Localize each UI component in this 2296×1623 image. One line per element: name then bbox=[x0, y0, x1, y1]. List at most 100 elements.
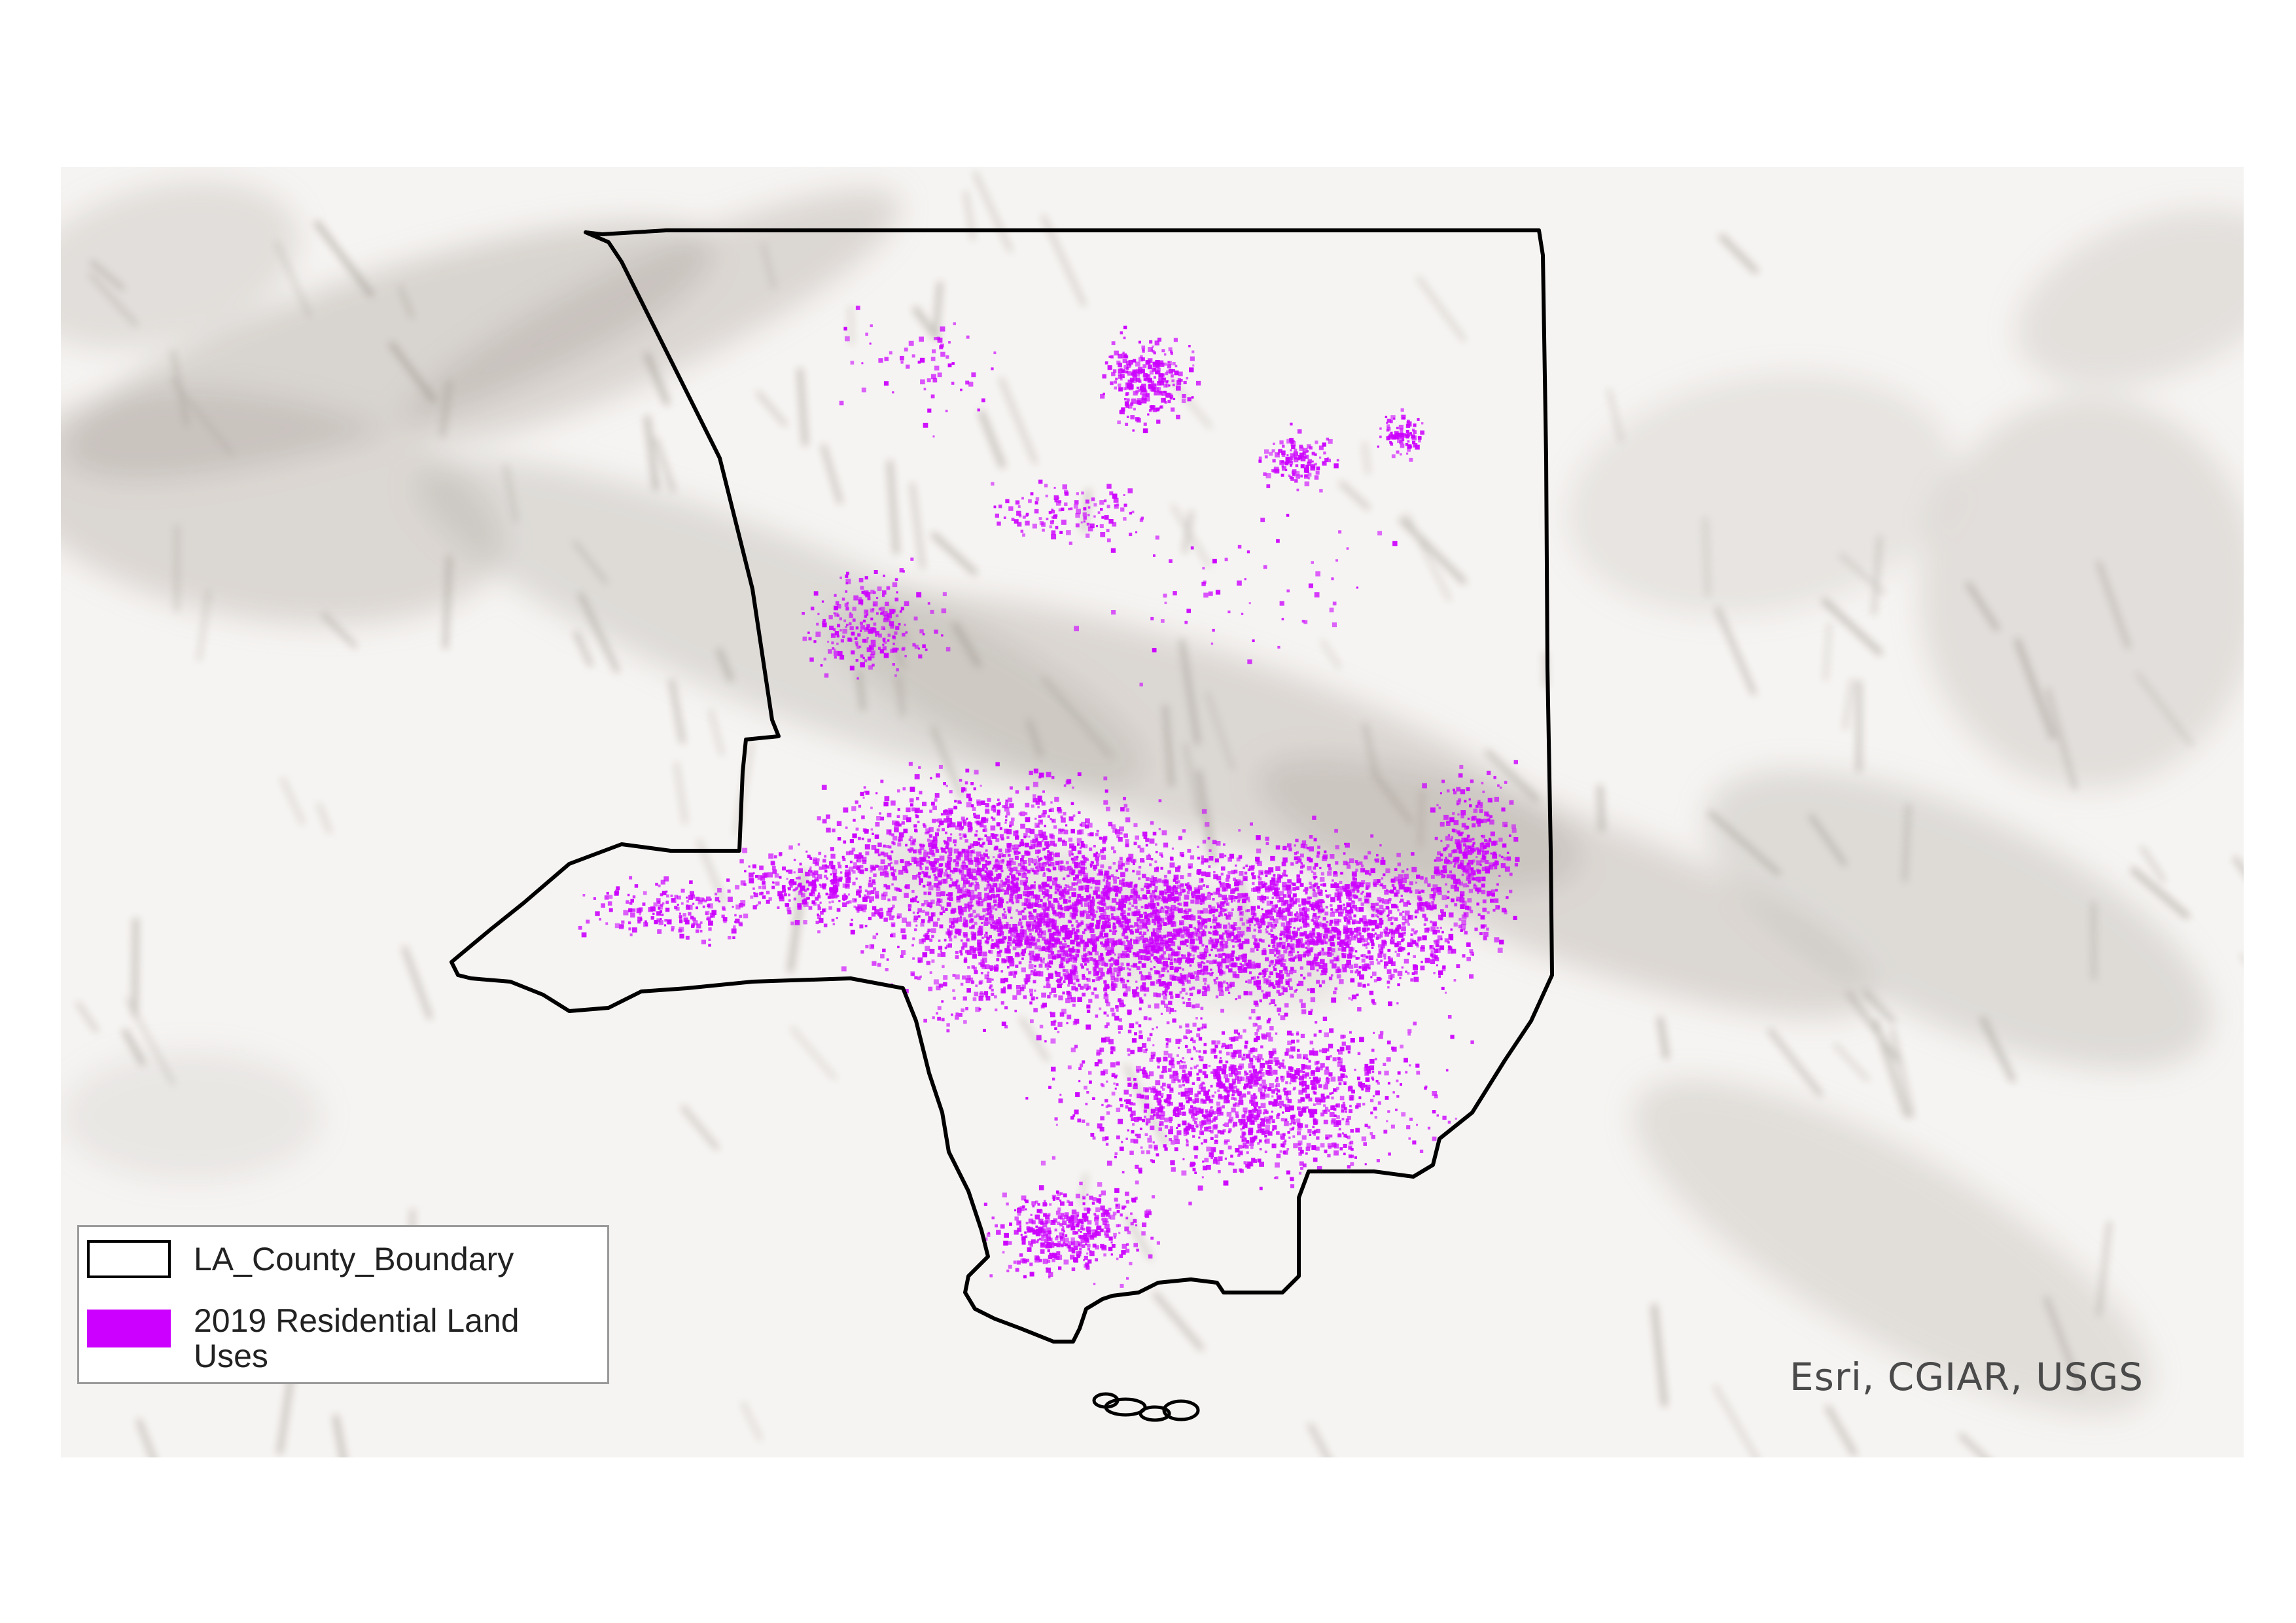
residential-parcel bbox=[1169, 974, 1175, 980]
residential-parcel bbox=[1370, 834, 1374, 838]
residential-parcel bbox=[1006, 921, 1009, 925]
residential-parcel bbox=[1023, 902, 1028, 906]
residential-parcel bbox=[991, 943, 995, 947]
residential-parcel bbox=[1346, 861, 1350, 866]
residential-parcel bbox=[911, 889, 915, 893]
residential-parcel bbox=[850, 929, 855, 935]
residential-parcel bbox=[1011, 901, 1014, 904]
residential-parcel bbox=[1120, 924, 1123, 928]
residential-parcel bbox=[1404, 910, 1410, 916]
residential-parcel bbox=[1138, 877, 1141, 880]
residential-parcel bbox=[1063, 950, 1069, 955]
residential-parcel bbox=[996, 874, 1002, 880]
terrain-ridge bbox=[1715, 607, 1756, 696]
residential-parcel bbox=[1133, 952, 1136, 955]
residential-parcel bbox=[1106, 1014, 1109, 1017]
residential-parcel bbox=[1256, 835, 1261, 840]
residential-parcel bbox=[1367, 927, 1370, 931]
residential-parcel bbox=[1286, 942, 1290, 946]
residential-parcel bbox=[1163, 874, 1167, 878]
residential-parcel bbox=[1071, 853, 1074, 856]
residential-parcel bbox=[1076, 897, 1079, 899]
residential-parcel bbox=[1337, 947, 1341, 951]
residential-parcel bbox=[1242, 1126, 1245, 1130]
residential-parcel bbox=[1167, 870, 1171, 874]
residential-parcel bbox=[1045, 977, 1050, 982]
residential-parcel bbox=[1163, 881, 1169, 887]
residential-parcel bbox=[1372, 909, 1375, 912]
residential-parcel bbox=[1289, 945, 1293, 949]
residential-parcel bbox=[1351, 901, 1356, 905]
residential-parcel bbox=[959, 826, 963, 830]
residential-parcel bbox=[1028, 857, 1033, 863]
residential-parcel bbox=[1156, 903, 1159, 906]
residential-parcel bbox=[997, 952, 1002, 957]
residential-parcel bbox=[1315, 961, 1320, 967]
residential-parcel bbox=[1107, 968, 1113, 974]
residential-parcel bbox=[1103, 1011, 1107, 1015]
residential-parcel bbox=[947, 824, 951, 827]
residential-parcel bbox=[1174, 933, 1177, 936]
residential-parcel bbox=[1015, 835, 1019, 840]
residential-parcel bbox=[1233, 935, 1238, 940]
residential-parcel bbox=[968, 868, 970, 871]
residential-parcel bbox=[1146, 855, 1152, 860]
residential-parcel bbox=[1378, 948, 1384, 954]
residential-parcel bbox=[1243, 1054, 1246, 1057]
residential-parcel bbox=[1032, 923, 1035, 927]
residential-parcel bbox=[1083, 872, 1089, 878]
residential-parcel bbox=[952, 989, 955, 992]
map-view[interactable] bbox=[61, 167, 2244, 1457]
residential-parcel bbox=[1373, 1002, 1377, 1005]
residential-parcel bbox=[1277, 900, 1280, 903]
residential-parcel bbox=[860, 791, 864, 796]
residential-parcel bbox=[1021, 873, 1027, 878]
residential-parcel bbox=[1068, 991, 1072, 996]
residential-parcel bbox=[1310, 947, 1314, 950]
residential-parcel bbox=[1044, 855, 1047, 859]
residential-parcel bbox=[902, 935, 907, 940]
residential-parcel bbox=[970, 827, 973, 830]
residential-parcel bbox=[1403, 902, 1408, 907]
residential-parcel bbox=[1092, 967, 1097, 971]
residential-parcel bbox=[1195, 931, 1198, 935]
residential-parcel bbox=[945, 908, 948, 911]
residential-parcel bbox=[1243, 1161, 1247, 1165]
residential-parcel bbox=[1099, 836, 1103, 840]
residential-parcel bbox=[1429, 894, 1434, 899]
residential-parcel bbox=[1349, 916, 1352, 920]
residential-parcel bbox=[1343, 916, 1347, 919]
residential-parcel bbox=[1129, 1150, 1134, 1155]
residential-parcel bbox=[1142, 949, 1147, 954]
residential-parcel bbox=[983, 825, 987, 829]
residential-parcel bbox=[902, 918, 907, 923]
residential-parcel bbox=[1237, 1032, 1240, 1035]
residential-parcel bbox=[1297, 951, 1299, 954]
residential-parcel bbox=[912, 838, 917, 843]
residential-parcel bbox=[1006, 901, 1009, 904]
residential-parcel bbox=[1024, 981, 1028, 985]
residential-parcel bbox=[1061, 1008, 1067, 1014]
residential-parcel bbox=[1305, 935, 1310, 939]
residential-parcel bbox=[1379, 912, 1383, 916]
residential-parcel bbox=[992, 817, 996, 821]
residential-parcel bbox=[1049, 833, 1054, 838]
residential-parcel bbox=[961, 789, 964, 793]
residential-parcel bbox=[933, 839, 938, 844]
residential-parcel bbox=[1123, 833, 1128, 838]
residential-parcel bbox=[966, 950, 972, 955]
residential-parcel bbox=[959, 801, 962, 804]
residential-parcel bbox=[1237, 931, 1241, 934]
residential-parcel bbox=[901, 821, 905, 825]
residential-parcel bbox=[1154, 885, 1158, 890]
residential-parcel bbox=[1141, 963, 1146, 968]
terrain-ridge bbox=[2044, 1296, 2083, 1391]
residential-parcel bbox=[945, 831, 947, 834]
residential-parcel bbox=[1258, 927, 1261, 929]
residential-parcel bbox=[1029, 941, 1034, 946]
residential-parcel bbox=[985, 931, 988, 935]
residential-parcel bbox=[1101, 961, 1106, 966]
terrain-ridge bbox=[931, 532, 978, 575]
map-canvas[interactable] bbox=[61, 167, 2244, 1457]
residential-parcel bbox=[1114, 893, 1119, 897]
